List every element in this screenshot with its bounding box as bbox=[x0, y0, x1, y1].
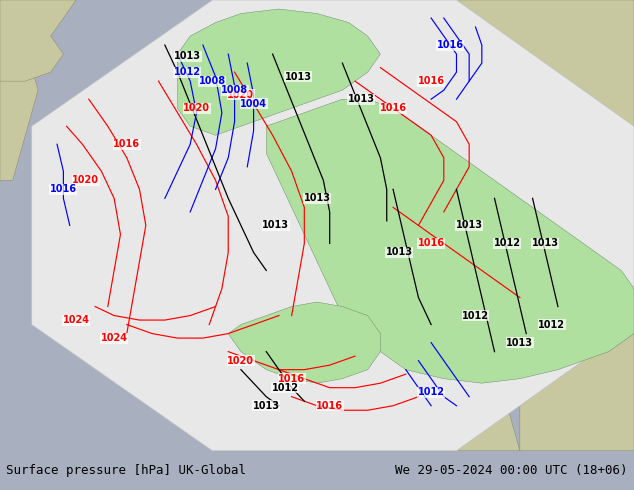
Text: 1013: 1013 bbox=[174, 51, 201, 61]
Text: 1013: 1013 bbox=[348, 94, 375, 104]
Text: 1008: 1008 bbox=[221, 85, 248, 95]
Polygon shape bbox=[178, 9, 380, 135]
Text: 1016: 1016 bbox=[418, 76, 444, 86]
Polygon shape bbox=[0, 0, 76, 81]
Text: 1013: 1013 bbox=[262, 220, 289, 230]
Text: 1008: 1008 bbox=[199, 76, 226, 86]
Text: 1020: 1020 bbox=[228, 90, 254, 99]
Text: Surface pressure [hPa] UK-Global: Surface pressure [hPa] UK-Global bbox=[6, 464, 247, 477]
Text: 1016: 1016 bbox=[380, 103, 406, 113]
Text: 1012: 1012 bbox=[418, 387, 444, 397]
Text: 1012: 1012 bbox=[272, 383, 299, 392]
Text: 1024: 1024 bbox=[101, 333, 127, 343]
Text: 1004: 1004 bbox=[240, 98, 267, 109]
Text: 1013: 1013 bbox=[386, 247, 413, 257]
Polygon shape bbox=[368, 0, 634, 135]
Text: 1020: 1020 bbox=[183, 103, 210, 113]
Text: 1013: 1013 bbox=[532, 239, 559, 248]
Text: 1020: 1020 bbox=[228, 356, 254, 366]
Text: 1013: 1013 bbox=[456, 220, 482, 230]
Text: 1016: 1016 bbox=[113, 139, 140, 149]
Polygon shape bbox=[520, 135, 634, 451]
Text: 1013: 1013 bbox=[253, 401, 280, 411]
Text: 1012: 1012 bbox=[174, 67, 200, 77]
Text: We 29-05-2024 00:00 UTC (18+06): We 29-05-2024 00:00 UTC (18+06) bbox=[395, 464, 628, 477]
Text: 1016: 1016 bbox=[418, 239, 444, 248]
Text: 1016: 1016 bbox=[278, 374, 305, 384]
Text: 1024: 1024 bbox=[63, 315, 89, 325]
Text: 1012: 1012 bbox=[494, 239, 521, 248]
Text: 1016: 1016 bbox=[437, 40, 463, 50]
Text: 1012: 1012 bbox=[538, 319, 565, 330]
Text: 1013: 1013 bbox=[507, 338, 533, 347]
Polygon shape bbox=[228, 302, 380, 383]
Text: 1013: 1013 bbox=[304, 194, 330, 203]
Polygon shape bbox=[228, 379, 520, 451]
Text: 1012: 1012 bbox=[462, 311, 489, 320]
Text: 1016: 1016 bbox=[50, 184, 77, 195]
Polygon shape bbox=[266, 99, 634, 383]
Polygon shape bbox=[32, 0, 634, 451]
Text: 1016: 1016 bbox=[316, 401, 343, 411]
Polygon shape bbox=[0, 0, 38, 180]
Text: 1020: 1020 bbox=[72, 175, 99, 185]
Text: 1013: 1013 bbox=[285, 72, 311, 82]
